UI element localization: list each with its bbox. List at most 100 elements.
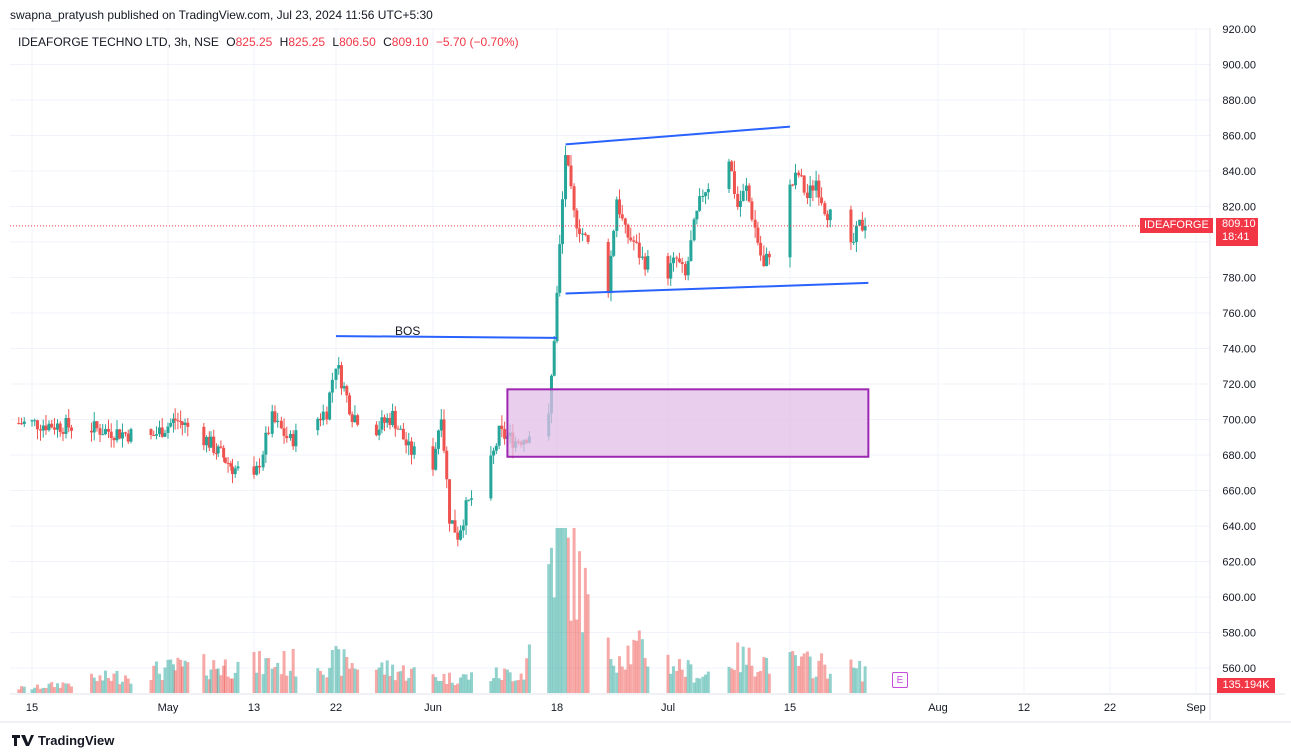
volume-bar xyxy=(267,658,271,693)
candle-body xyxy=(689,240,693,262)
volume-bar xyxy=(404,680,408,693)
volume-bar xyxy=(273,667,277,693)
volume-bar xyxy=(736,642,740,693)
volume-bar xyxy=(169,659,173,693)
volume-bar xyxy=(222,665,226,693)
volume-bar xyxy=(791,650,795,693)
volume-bar xyxy=(214,669,218,693)
y-tick-label: 560.00 xyxy=(1222,663,1256,675)
volume-bar xyxy=(374,669,378,693)
candle-body xyxy=(677,258,681,263)
candle-body xyxy=(270,411,274,434)
candle-body xyxy=(223,457,227,463)
volume-bar xyxy=(233,672,237,693)
candle-body xyxy=(797,172,801,176)
volume-bar xyxy=(863,666,867,693)
volume-bar xyxy=(552,597,556,693)
y-tick-label: 720.00 xyxy=(1222,379,1256,391)
candle-body xyxy=(788,184,792,258)
volume-bar xyxy=(350,663,354,693)
volume-bar xyxy=(407,677,411,693)
volume-bar xyxy=(669,673,673,693)
channel-trendline xyxy=(565,281,869,295)
symbol-name: IDEAFORGE TECHNO LTD, 3h, NSE xyxy=(18,35,219,49)
volume-bar xyxy=(288,670,292,693)
candle-body xyxy=(686,261,690,276)
volume-bar xyxy=(635,640,639,693)
volume-bar xyxy=(434,677,438,693)
candle-body xyxy=(646,256,650,270)
volume-bar xyxy=(564,528,568,693)
candle-body xyxy=(321,411,325,421)
candle-body xyxy=(33,420,37,422)
volume-bar xyxy=(738,672,742,693)
candle-body xyxy=(231,466,234,475)
volume-bar xyxy=(180,666,184,693)
candle-body xyxy=(412,446,416,455)
y-tick-label: 920.00 xyxy=(1222,24,1256,36)
candle-body xyxy=(741,190,745,201)
volume-bar xyxy=(183,660,187,693)
volume-bar xyxy=(569,620,573,693)
candle-body xyxy=(560,199,564,245)
candle-body xyxy=(431,446,435,470)
candle-body xyxy=(226,462,230,464)
candle-body xyxy=(30,420,34,422)
candle-body xyxy=(669,263,673,279)
volume-bar xyxy=(753,676,757,693)
high-label: H xyxy=(279,35,289,49)
candle-body xyxy=(257,465,261,468)
volume-bar xyxy=(640,639,644,693)
candle-body xyxy=(744,185,748,191)
volume-bar xyxy=(388,675,392,693)
volume-bar xyxy=(811,678,815,693)
candle-body xyxy=(753,219,757,228)
volume-bar xyxy=(321,674,325,693)
volume-bar xyxy=(50,682,54,693)
candle-body xyxy=(176,420,180,422)
x-tick-label: 13 xyxy=(248,702,260,714)
candle-body xyxy=(149,429,153,436)
volume-bar xyxy=(171,664,175,693)
candle-body xyxy=(345,386,349,396)
candle-body xyxy=(396,428,400,430)
volume-bar xyxy=(98,675,102,693)
close-value: 809.10 xyxy=(391,35,429,49)
candle-body xyxy=(44,425,48,431)
volume-bar xyxy=(342,649,346,693)
candle-body xyxy=(464,500,468,526)
volume-bar xyxy=(788,652,792,693)
candle-body xyxy=(294,430,298,447)
volume-bar xyxy=(549,547,553,693)
volume-bar xyxy=(209,669,213,693)
volume-bar xyxy=(730,668,734,693)
candle-body xyxy=(820,197,824,204)
candle-body xyxy=(695,210,699,220)
candle-body xyxy=(264,432,268,455)
candle-body xyxy=(285,435,289,439)
volume-bar xyxy=(547,564,551,693)
volume-bar xyxy=(849,659,853,693)
candle-body xyxy=(273,411,277,423)
candle-body xyxy=(334,368,338,380)
volume-bar xyxy=(103,670,107,693)
earnings-marker-icon[interactable]: E xyxy=(892,672,908,688)
candle-body xyxy=(339,365,343,389)
candle-body xyxy=(683,264,687,276)
candle-body xyxy=(434,448,438,470)
volume-bar xyxy=(826,678,830,693)
volume-bar xyxy=(393,680,397,693)
volume-bar xyxy=(583,567,587,693)
volume-bar xyxy=(525,658,529,693)
volume-bar xyxy=(154,661,158,693)
candle-body xyxy=(152,435,156,437)
volume-bar xyxy=(17,689,21,693)
volume-bar xyxy=(330,650,334,693)
volume-bar xyxy=(765,657,769,693)
x-tick-label: Aug xyxy=(928,702,948,714)
volume-bar xyxy=(319,670,323,693)
candle-body xyxy=(564,155,568,200)
volume-bar xyxy=(385,660,389,693)
bos-line xyxy=(335,335,558,339)
